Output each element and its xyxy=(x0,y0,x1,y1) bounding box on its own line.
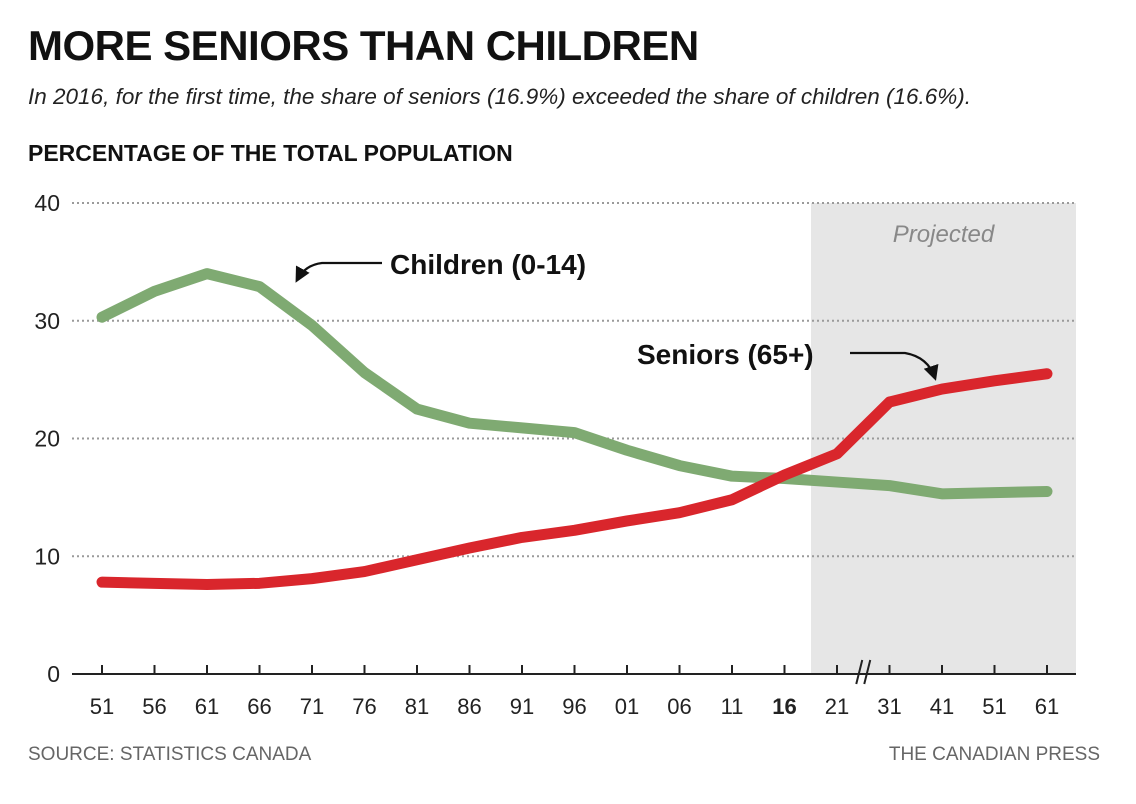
x-tick-label: 06 xyxy=(667,694,691,719)
x-tick-label: 61 xyxy=(195,694,219,719)
children-arrow xyxy=(295,261,382,283)
y-axis-label: PERCENTAGE OF THE TOTAL POPULATION xyxy=(28,140,513,166)
x-tick-label: 91 xyxy=(510,694,534,719)
x-tick-label: 66 xyxy=(247,694,271,719)
axis-break-mark xyxy=(855,659,864,685)
y-tick-label: 20 xyxy=(34,426,60,452)
x-tick-label: 96 xyxy=(562,694,586,719)
x-tick-label: 41 xyxy=(930,694,954,719)
x-tick-label: 56 xyxy=(142,694,166,719)
projected-label: Projected xyxy=(893,221,995,248)
x-tick-label: 01 xyxy=(615,694,639,719)
chart-subtitle: In 2016, for the first time, the share o… xyxy=(28,84,972,109)
seniors-series-line xyxy=(96,368,1053,591)
x-tick-label: 51 xyxy=(90,694,114,719)
x-tick-label: 51 xyxy=(982,694,1006,719)
source-note: SOURCE: STATISTICS CANADA xyxy=(28,744,312,765)
x-tick-label: 76 xyxy=(352,694,376,719)
x-tick-label: 81 xyxy=(405,694,429,719)
x-tick-label: 71 xyxy=(300,694,324,719)
chart-title: MORE SENIORS THAN CHILDREN xyxy=(28,22,699,69)
x-tick-label: 31 xyxy=(877,694,901,719)
children-series-label: Children (0-14) xyxy=(390,249,586,280)
y-tick-label: 40 xyxy=(34,190,60,216)
x-tick-label: 86 xyxy=(457,694,481,719)
x-tick-label: 16 xyxy=(772,694,796,719)
y-tick-label: 30 xyxy=(34,308,60,334)
seniors-series-label: Seniors (65+) xyxy=(637,339,814,370)
x-tick-label: 21 xyxy=(825,694,849,719)
y-tick-label: 0 xyxy=(47,661,60,687)
x-tick-label: 61 xyxy=(1035,694,1059,719)
seniors-arrow xyxy=(850,351,939,381)
credit-note: THE CANADIAN PRESS xyxy=(888,744,1100,765)
x-tick-label: 11 xyxy=(721,694,744,719)
axis-break-mark xyxy=(863,659,872,685)
y-tick-label: 10 xyxy=(34,543,60,569)
children-series-line xyxy=(96,268,1053,500)
